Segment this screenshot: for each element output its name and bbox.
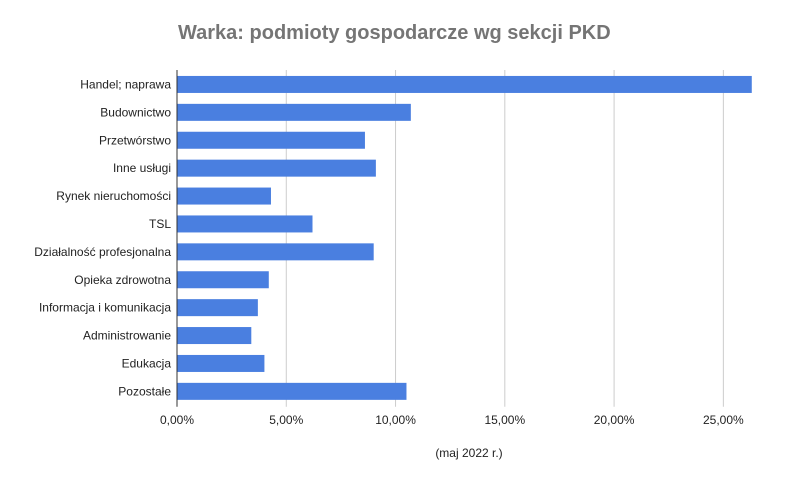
bar: [177, 159, 376, 177]
bar: [177, 243, 374, 261]
x-tick-label: 15,00%: [484, 413, 525, 427]
category-label: Działalność profesjonalna: [34, 245, 171, 259]
bar: [177, 215, 313, 233]
category-label: Budownictwo: [100, 105, 171, 119]
bar: [177, 299, 258, 317]
x-tick-label: 0,00%: [160, 413, 194, 427]
x-tick-label: 10,00%: [375, 413, 416, 427]
x-axis-title: (maj 2022 r.): [435, 446, 502, 460]
bar: [177, 131, 365, 149]
category-label: Administrowanie: [83, 329, 171, 343]
category-label: Edukacja: [122, 356, 172, 370]
bar: [177, 382, 407, 400]
category-label: Opieka zdrowotna: [74, 273, 171, 287]
bar: [177, 187, 271, 205]
category-label: Rynek nieruchomości: [56, 189, 171, 203]
bar: [177, 103, 411, 121]
category-label: Handel; naprawa: [80, 77, 171, 91]
x-tick-label: 20,00%: [594, 413, 635, 427]
category-label: Informacja i komunikacja: [39, 301, 171, 315]
chart-title: Warka: podmioty gospodarcze wg sekcji PK…: [178, 22, 611, 44]
category-label: Inne usługi: [113, 161, 171, 175]
category-label: Przetwórstwo: [99, 133, 171, 147]
category-label: Pozostałe: [118, 384, 171, 398]
bar: [177, 354, 265, 372]
bar: [177, 75, 752, 93]
x-tick-label: 25,00%: [703, 413, 744, 427]
category-label: TSL: [149, 217, 171, 231]
bar: [177, 271, 269, 289]
bar: [177, 327, 252, 345]
x-tick-label: 5,00%: [269, 413, 303, 427]
